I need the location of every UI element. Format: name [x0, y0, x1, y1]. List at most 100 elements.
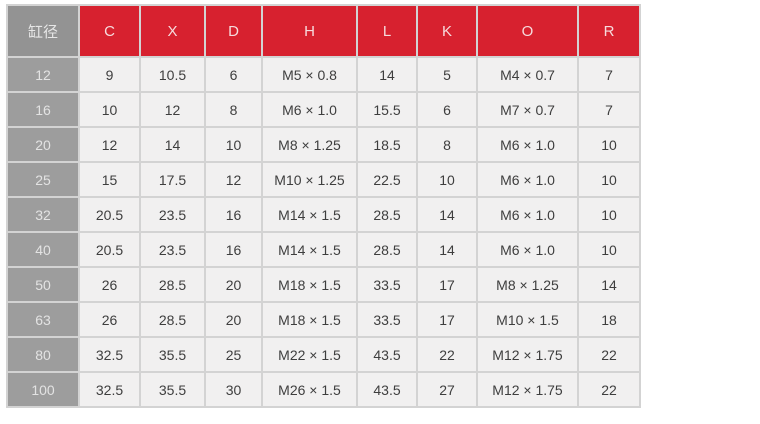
- spec-cell: 17: [418, 303, 476, 336]
- spec-cell: 7: [579, 93, 639, 126]
- bore-label: 16: [8, 93, 78, 126]
- bore-label: 80: [8, 338, 78, 371]
- spec-cell: 33.5: [358, 303, 416, 336]
- spec-cell: 10: [80, 93, 139, 126]
- column-header-h: H: [263, 6, 356, 56]
- spec-cell: 17: [418, 268, 476, 301]
- spec-cell: M12 × 1.75: [478, 338, 577, 371]
- spec-cell: M6 × 1.0: [478, 233, 577, 266]
- table-row: 32 20.5 23.5 16 M14 × 1.5 28.5 14 M6 × 1.0 10: [8, 198, 639, 231]
- spec-cell: 30: [206, 373, 261, 406]
- spec-cell: 14: [579, 268, 639, 301]
- spec-cell: M18 × 1.5: [263, 303, 356, 336]
- spec-cell: 12: [141, 93, 204, 126]
- spec-cell: 35.5: [141, 373, 204, 406]
- spec-cell: M5 × 0.8: [263, 58, 356, 91]
- spec-cell: 20: [206, 268, 261, 301]
- spec-cell: M6 × 1.0: [478, 163, 577, 196]
- spec-cell: 17.5: [141, 163, 204, 196]
- spec-cell: 33.5: [358, 268, 416, 301]
- bore-label: 100: [8, 373, 78, 406]
- spec-cell: 10: [418, 163, 476, 196]
- spec-cell: 8: [206, 93, 261, 126]
- bore-label: 40: [8, 233, 78, 266]
- spec-cell: 35.5: [141, 338, 204, 371]
- spec-cell: 22: [579, 338, 639, 371]
- spec-cell: 15: [80, 163, 139, 196]
- spec-cell: 14: [418, 198, 476, 231]
- spec-cell: M7 × 0.7: [478, 93, 577, 126]
- table-row: 20 12 14 10 M8 × 1.25 18.5 8 M6 × 1.0 10: [8, 128, 639, 161]
- spec-cell: 27: [418, 373, 476, 406]
- spec-cell: 6: [206, 58, 261, 91]
- column-header-k: K: [418, 6, 476, 56]
- spec-cell: 28.5: [358, 233, 416, 266]
- spec-cell: M8 × 1.25: [263, 128, 356, 161]
- spec-cell: 6: [418, 93, 476, 126]
- spec-cell: 10: [206, 128, 261, 161]
- table-row: 40 20.5 23.5 16 M14 × 1.5 28.5 14 M6 × 1.0 10: [8, 233, 639, 266]
- spec-cell: M6 × 1.0: [478, 198, 577, 231]
- table-row: 12 9 10.5 6 M5 × 0.8 14 5 M4 × 0.7 7: [8, 58, 639, 91]
- spec-cell: 8: [418, 128, 476, 161]
- spec-cell: M10 × 1.25: [263, 163, 356, 196]
- spec-cell: 43.5: [358, 373, 416, 406]
- spec-cell: 10: [579, 233, 639, 266]
- column-header-r: R: [579, 6, 639, 56]
- spec-cell: 28.5: [141, 268, 204, 301]
- spec-cell: 14: [418, 233, 476, 266]
- spec-cell: 10.5: [141, 58, 204, 91]
- bore-label: 20: [8, 128, 78, 161]
- spec-cell: 20.5: [80, 198, 139, 231]
- spec-cell: 26: [80, 268, 139, 301]
- table-row: 25 15 17.5 12 M10 × 1.25 22.5 10 M6 × 1.0 10: [8, 163, 639, 196]
- bore-label: 25: [8, 163, 78, 196]
- bore-label: 32: [8, 198, 78, 231]
- spec-cell: 16: [206, 198, 261, 231]
- column-header-d: D: [206, 6, 261, 56]
- spec-cell: 12: [80, 128, 139, 161]
- table-row: 16 10 12 8 M6 × 1.0 15.5 6 M7 × 0.7 7: [8, 93, 639, 126]
- spec-cell: 32.5: [80, 373, 139, 406]
- spec-cell: 16: [206, 233, 261, 266]
- bore-label: 12: [8, 58, 78, 91]
- spec-cell: M6 × 1.0: [263, 93, 356, 126]
- spec-cell: 14: [141, 128, 204, 161]
- spec-cell: 25: [206, 338, 261, 371]
- spec-cell: M12 × 1.75: [478, 373, 577, 406]
- column-header-x: X: [141, 6, 204, 56]
- spec-cell: 20: [206, 303, 261, 336]
- spec-cell: M4 × 0.7: [478, 58, 577, 91]
- spec-cell: 28.5: [358, 198, 416, 231]
- spec-cell: 22: [418, 338, 476, 371]
- column-header-o: O: [478, 6, 577, 56]
- table-row: 80 32.5 35.5 25 M22 × 1.5 43.5 22 M12 × 1.75 22: [8, 338, 639, 371]
- spec-cell: M8 × 1.25: [478, 268, 577, 301]
- spec-cell: 7: [579, 58, 639, 91]
- table-row: 50 26 28.5 20 M18 × 1.5 33.5 17 M8 × 1.25 14: [8, 268, 639, 301]
- spec-cell: 10: [579, 198, 639, 231]
- spec-cell: 22: [579, 373, 639, 406]
- bore-label: 63: [8, 303, 78, 336]
- table-row: 63 26 28.5 20 M18 × 1.5 33.5 17 M10 × 1.5 18: [8, 303, 639, 336]
- spec-cell: 43.5: [358, 338, 416, 371]
- spec-cell: 18.5: [358, 128, 416, 161]
- table-body: 12 9 10.5 6 M5 × 0.8 14 5 M4 × 0.7 7 16 10 12 8 M6 × …: [8, 58, 639, 406]
- spec-cell: 32.5: [80, 338, 139, 371]
- spec-cell: M10 × 1.5: [478, 303, 577, 336]
- bore-label: 50: [8, 268, 78, 301]
- spec-cell: 10: [579, 163, 639, 196]
- spec-cell: M6 × 1.0: [478, 128, 577, 161]
- spec-cell: 28.5: [141, 303, 204, 336]
- spec-cell: M26 × 1.5: [263, 373, 356, 406]
- spec-cell: 10: [579, 128, 639, 161]
- spec-cell: 23.5: [141, 198, 204, 231]
- spec-cell: 23.5: [141, 233, 204, 266]
- spec-cell: 9: [80, 58, 139, 91]
- spec-cell: M14 × 1.5: [263, 233, 356, 266]
- table-row: 100 32.5 35.5 30 M26 × 1.5 43.5 27 M12 × 1.75 22: [8, 373, 639, 406]
- column-header-l: L: [358, 6, 416, 56]
- spec-cell: 14: [358, 58, 416, 91]
